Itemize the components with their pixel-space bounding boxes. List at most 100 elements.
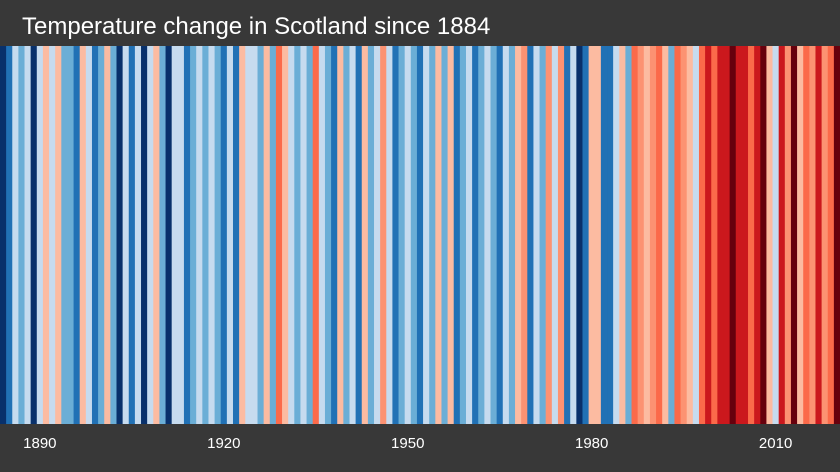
stripe-1933	[300, 46, 308, 424]
stripe-1989	[643, 46, 651, 424]
stripe-1966	[502, 46, 510, 424]
stripe-2020	[833, 46, 840, 424]
stripe-1886	[12, 46, 19, 424]
stripe-1942	[355, 46, 363, 424]
stripe-1929	[275, 46, 283, 424]
stripe-1967	[508, 46, 516, 424]
stripe-1946	[380, 46, 387, 424]
x-tick-label: 1980	[574, 435, 609, 452]
stripe-1934	[306, 46, 314, 424]
stripe-1992	[662, 46, 669, 424]
stripe-1988	[637, 46, 645, 424]
stripe-1927	[263, 46, 271, 424]
stripe-1983	[607, 46, 614, 424]
stripe-1932	[294, 46, 302, 424]
stripe-1884	[0, 46, 7, 424]
chart-title: Temperature change in Scotland since 188…	[22, 13, 491, 40]
stripe-1885	[6, 46, 13, 424]
stripe-1951	[410, 46, 418, 424]
stripe-1931	[288, 46, 295, 424]
stripe-1903	[116, 46, 124, 424]
x-tick-label: 2010	[758, 435, 793, 452]
stripe-1943	[361, 46, 369, 424]
stripe-1928	[269, 46, 277, 424]
stripe-1961	[472, 46, 479, 424]
stripe-1916	[196, 46, 203, 424]
stripe-1995	[680, 46, 688, 424]
stripe-2011	[778, 46, 786, 424]
stripe-1993	[668, 46, 676, 424]
stripe-2016	[809, 46, 817, 424]
stripe-1888	[24, 46, 32, 424]
stripe-1918	[208, 46, 216, 424]
stripe-1963	[484, 46, 492, 424]
stripe-1925	[251, 46, 259, 424]
stripe-1999	[705, 46, 712, 424]
stripe-2002	[723, 46, 731, 424]
stripe-1970	[527, 46, 535, 424]
stripe-1911	[165, 46, 173, 424]
stripe-1944	[367, 46, 375, 424]
stripe-1891	[42, 46, 50, 424]
stripe-1982	[600, 46, 608, 424]
stripe-1973	[545, 46, 553, 424]
stripe-1957	[447, 46, 455, 424]
stripe-1998	[698, 46, 706, 424]
stripe-1893	[55, 46, 62, 424]
stripe-1979	[582, 46, 590, 424]
stripe-1950	[404, 46, 412, 424]
stripe-1987	[631, 46, 639, 424]
stripe-2004	[735, 46, 743, 424]
stripe-2012	[784, 46, 792, 424]
stripe-1981	[594, 46, 602, 424]
stripe-2008	[760, 46, 768, 424]
stripe-1898	[85, 46, 93, 424]
stripe-1895	[67, 46, 75, 424]
stripe-1968	[515, 46, 522, 424]
stripe-2019	[827, 46, 835, 424]
stripe-1938	[331, 46, 338, 424]
stripe-2000	[711, 46, 718, 424]
stripe-1960	[465, 46, 473, 424]
stripe-1939	[337, 46, 344, 424]
stripe-1919	[214, 46, 222, 424]
stripe-1996	[686, 46, 694, 424]
stripe-1899	[91, 46, 99, 424]
stripe-1953	[423, 46, 430, 424]
stripe-2014	[797, 46, 804, 424]
stripe-2006	[748, 46, 755, 424]
stripe-1990	[649, 46, 657, 424]
stripe-1922	[232, 46, 240, 424]
stripe-1914	[183, 46, 191, 424]
x-tick-label: 1950	[391, 435, 425, 452]
stripe-1905	[128, 46, 136, 424]
stripe-1910	[159, 46, 167, 424]
stripe-2003	[729, 46, 737, 424]
stripe-1971	[533, 46, 541, 424]
stripe-2007	[754, 46, 761, 424]
stripe-1889	[30, 46, 38, 424]
stripe-2009	[766, 46, 774, 424]
stripe-1959	[459, 46, 467, 424]
stripe-2001	[717, 46, 725, 424]
stripe-1947	[386, 46, 394, 424]
stripe-1958	[453, 46, 461, 424]
stripe-1890	[36, 46, 44, 424]
stripe-1937	[324, 46, 332, 424]
stripe-1908	[147, 46, 154, 424]
stripe-1917	[202, 46, 210, 424]
stripe-1909	[153, 46, 161, 424]
stripes-plot	[0, 46, 840, 424]
stripe-2018	[821, 46, 829, 424]
stripe-1941	[349, 46, 357, 424]
stripe-1915	[190, 46, 197, 424]
stripe-1940	[343, 46, 351, 424]
stripe-2013	[790, 46, 798, 424]
stripe-1964	[490, 46, 498, 424]
stripe-1954	[429, 46, 436, 424]
stripe-1921	[226, 46, 234, 424]
stripe-1897	[79, 46, 87, 424]
stripe-1978	[576, 46, 584, 424]
stripe-1930	[282, 46, 289, 424]
